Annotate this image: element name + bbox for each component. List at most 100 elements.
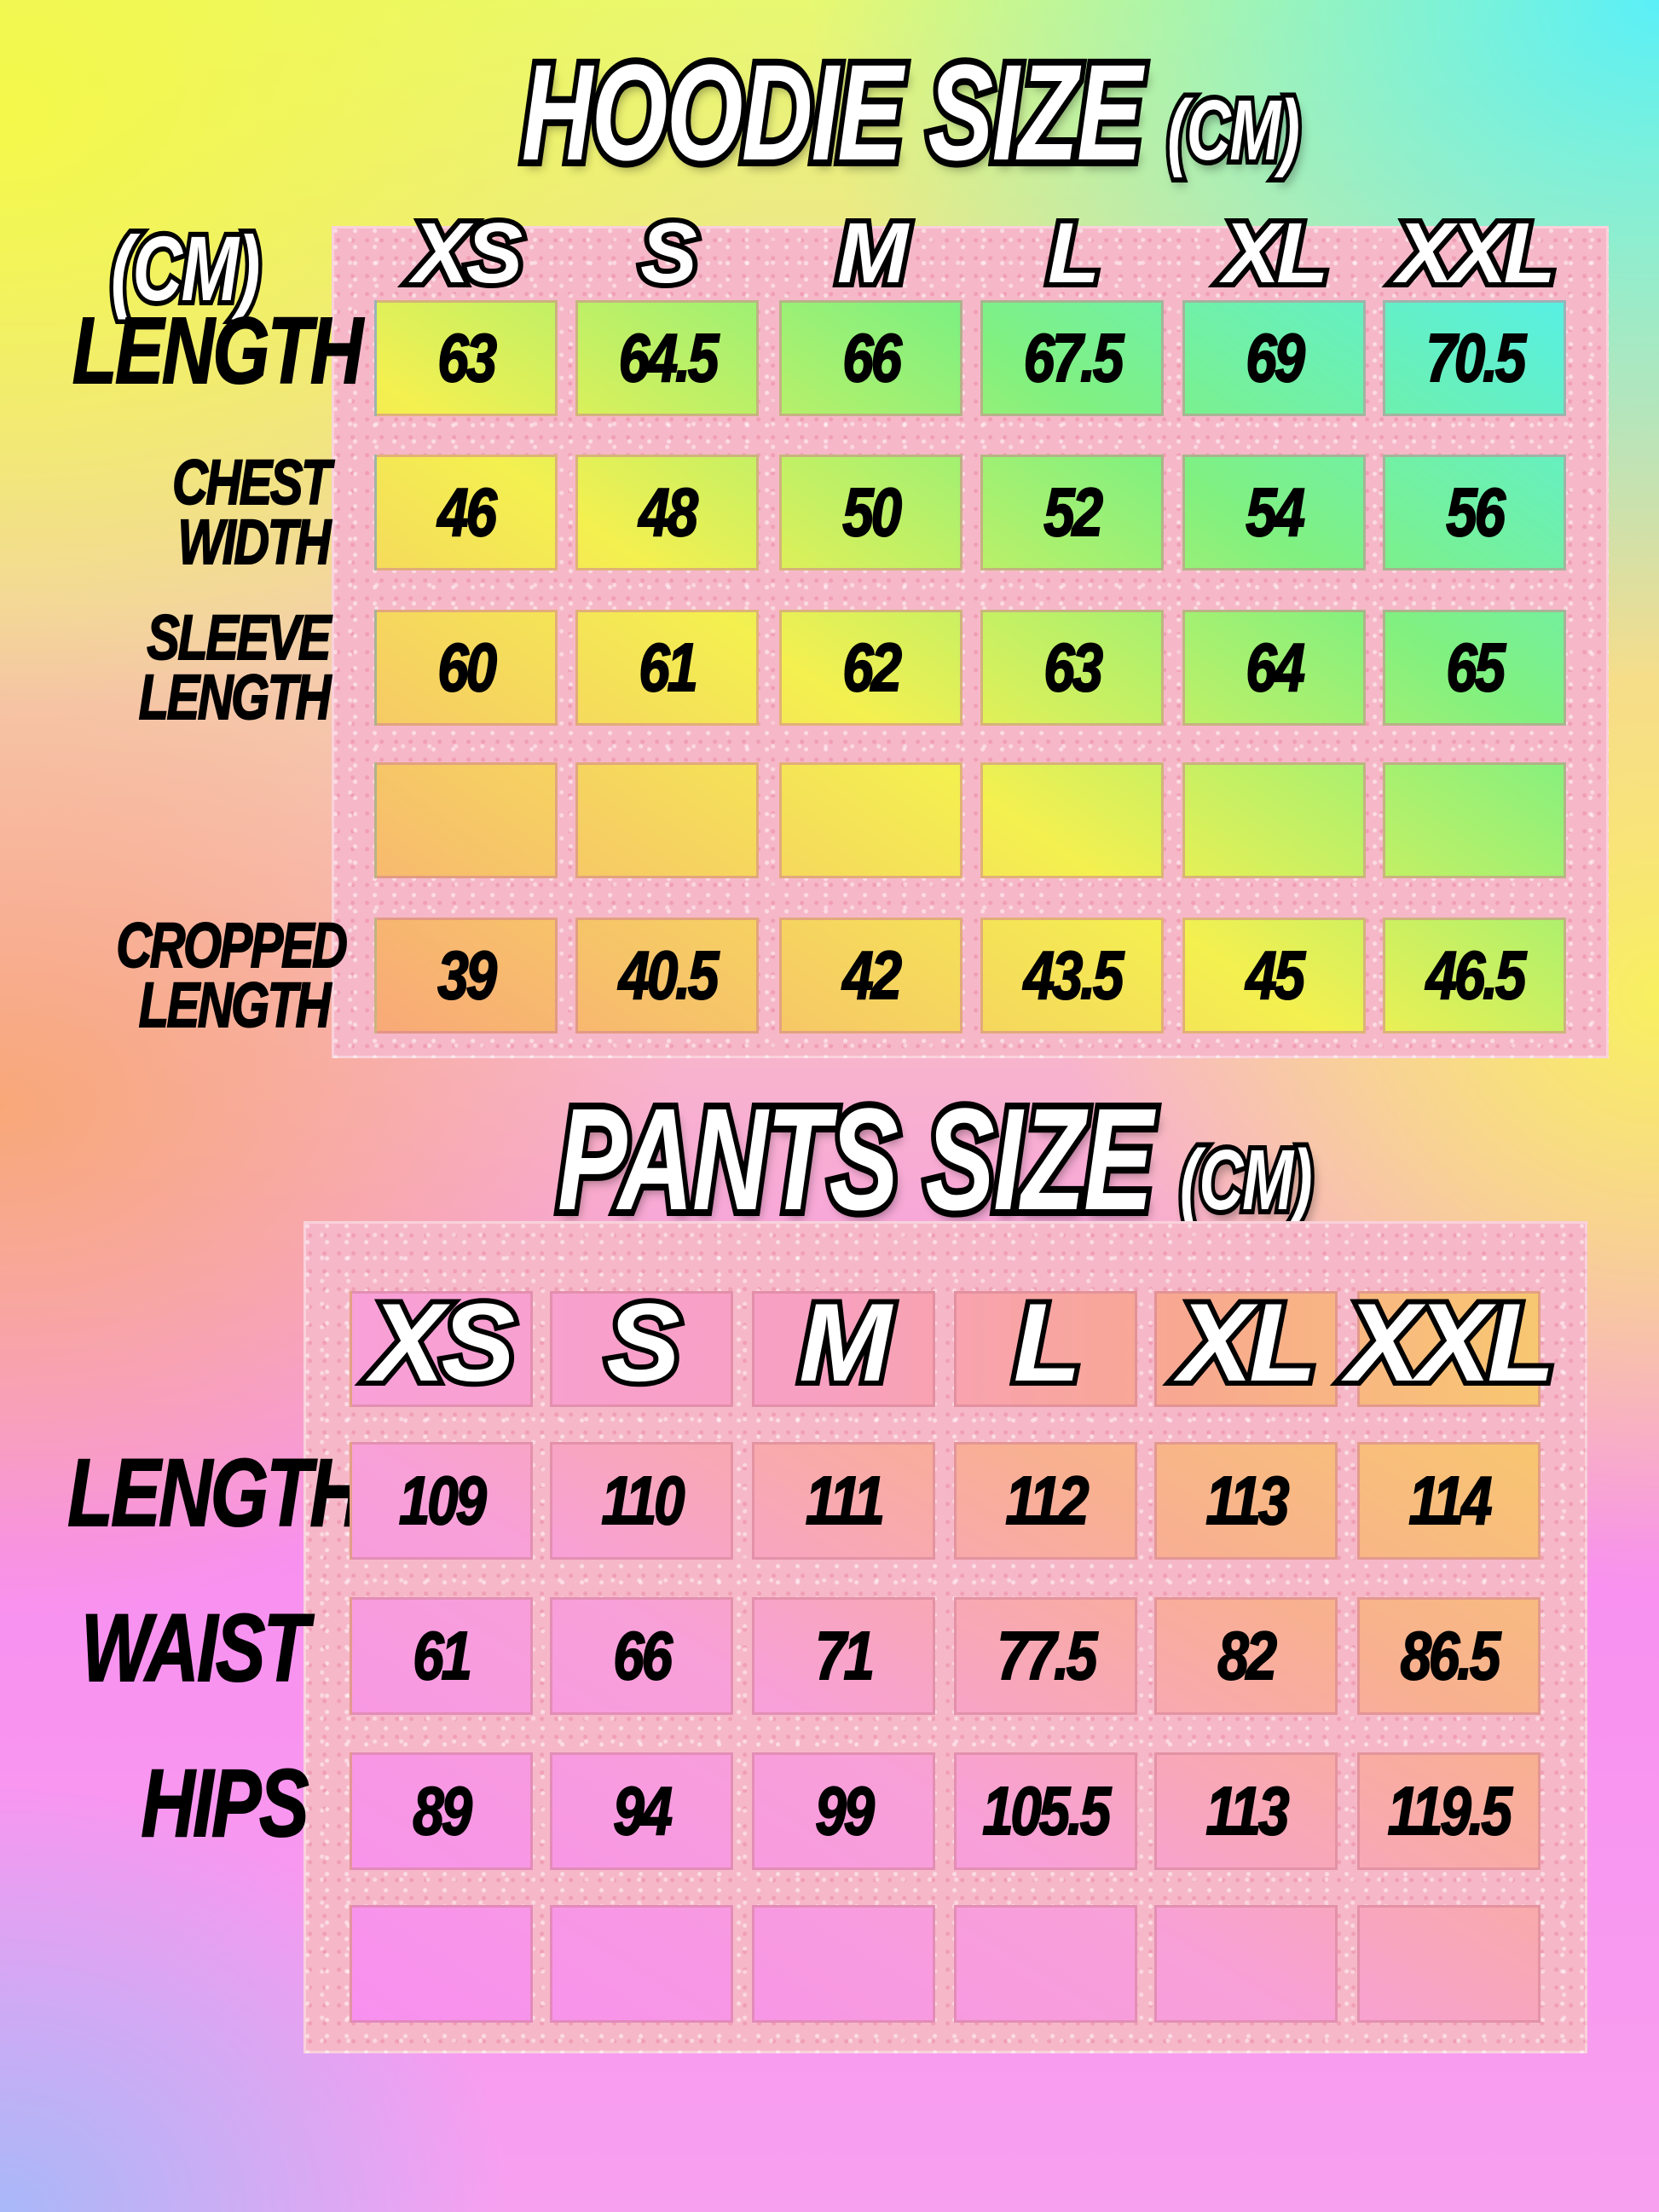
pants-value-cell — [1154, 1905, 1338, 2023]
hoodie-value: 46.5 — [1425, 936, 1526, 1014]
pants-value: 71 — [814, 1617, 875, 1694]
pants-size-header-cell — [550, 1291, 733, 1407]
hoodie-size-header: XXL — [1391, 200, 1560, 306]
pants-row-label: HIPS — [141, 1750, 309, 1857]
hoodie-value-cell: 63 — [980, 610, 1164, 726]
hoodie-value-cell: 64 — [1182, 610, 1366, 726]
pants-value-cell — [350, 1905, 533, 2023]
hoodie-value: 42 — [841, 936, 902, 1014]
hoodie-size-header: S — [635, 200, 702, 306]
hoodie-size-header: M — [832, 200, 913, 306]
hoodie-value-cell — [779, 762, 962, 878]
hoodie-value: 67.5 — [1022, 319, 1124, 397]
hoodie-value: 56 — [1445, 473, 1506, 551]
pants-row-label: WAIST — [80, 1595, 309, 1702]
pants-value: 111 — [805, 1462, 886, 1539]
hoodie-value: 54 — [1245, 473, 1305, 551]
pants-value-cell: 77.5 — [954, 1597, 1137, 1715]
pants-value-cell: 89 — [350, 1752, 533, 1870]
hoodie-value: 64 — [1245, 628, 1305, 706]
hoodie-value-cell: 39 — [374, 918, 558, 1034]
pants-size-header: XL — [1173, 1275, 1321, 1410]
hoodie-value-cell: 67.5 — [980, 300, 1164, 416]
hoodie-value-cell: 52 — [980, 455, 1164, 570]
pants-value-cell: 119.5 — [1357, 1752, 1540, 1870]
hoodie-value-cell: 69 — [1182, 300, 1366, 416]
pants-value: 113 — [1205, 1462, 1290, 1539]
hoodie-value: 65 — [1445, 628, 1506, 706]
pants-value-cell: 109 — [350, 1442, 533, 1560]
hoodie-value-cell — [374, 762, 558, 878]
pants-value-cell: 105.5 — [954, 1752, 1137, 1870]
hoodie-row-label: SLEEVE LENGTH — [138, 601, 332, 733]
pants-value-cell: 110 — [550, 1442, 733, 1560]
hoodie-value-cell: 64.5 — [575, 300, 759, 416]
hoodie-row-label: LENGTH — [72, 298, 364, 403]
hoodie-value-cell: 46 — [374, 455, 558, 570]
pants-value: 113 — [1205, 1772, 1290, 1850]
hoodie-value: 40.5 — [617, 936, 719, 1014]
hoodie-value: 69 — [1245, 319, 1305, 397]
hoodie-value-cell: 54 — [1182, 455, 1366, 570]
hoodie-title-text: HOODIE SIZE — [517, 29, 1147, 195]
pants-size-header: M — [794, 1275, 896, 1410]
hoodie-value-cell: 42 — [779, 918, 962, 1034]
pants-value-cell: 71 — [752, 1597, 935, 1715]
hoodie-row-label: CHEST WIDTH — [171, 446, 332, 577]
pants-value: 77.5 — [996, 1617, 1097, 1694]
hoodie-value-cell: 43.5 — [980, 918, 1164, 1034]
pants-value-cell — [954, 1905, 1137, 2023]
pants-value: 94 — [612, 1772, 673, 1850]
pants-value-cell: 82 — [1154, 1597, 1338, 1715]
hoodie-value-cell: 48 — [575, 455, 759, 570]
hoodie-title: HOODIE SIZE (CM) — [517, 29, 1304, 195]
pants-value: 99 — [814, 1772, 875, 1850]
hoodie-value-cell: 56 — [1383, 455, 1566, 570]
hoodie-value: 50 — [841, 473, 902, 551]
hoodie-value: 63 — [1043, 628, 1103, 706]
hoodie-title-unit: (CM) — [1164, 78, 1304, 183]
pants-value: 89 — [412, 1772, 472, 1850]
pants-value-cell: 113 — [1154, 1752, 1338, 1870]
hoodie-value-cell: 62 — [779, 610, 962, 726]
pants-value-cell: 99 — [752, 1752, 935, 1870]
hoodie-size-header: XL — [1218, 200, 1334, 306]
pants-value-cell: 61 — [350, 1597, 533, 1715]
pants-value: 86.5 — [1399, 1617, 1500, 1694]
hoodie-value: 48 — [638, 473, 698, 551]
pants-value: 112 — [1004, 1462, 1090, 1539]
pants-value: 110 — [600, 1462, 685, 1539]
pants-value: 114 — [1408, 1462, 1493, 1539]
pants-value: 82 — [1217, 1617, 1277, 1694]
pants-value: 109 — [398, 1462, 488, 1539]
pants-value-cell — [1357, 1905, 1540, 2023]
hoodie-value-cell — [575, 762, 759, 878]
hoodie-value: 63 — [436, 319, 497, 397]
pants-size-header-cell — [350, 1291, 533, 1407]
hoodie-value: 64.5 — [617, 319, 719, 397]
pants-size-header: XS — [366, 1275, 520, 1410]
pants-row-label: LENGTH — [66, 1439, 364, 1547]
hoodie-value: 52 — [1043, 473, 1103, 551]
hoodie-value: 66 — [841, 319, 902, 397]
pants-size-header: L — [1009, 1275, 1086, 1410]
pants-size-header-cell — [1357, 1291, 1540, 1407]
pants-title-text: PANTS SIZE — [552, 1072, 1158, 1248]
hoodie-value-cell: 46.5 — [1383, 918, 1566, 1034]
pants-size-header: XXL — [1341, 1275, 1560, 1410]
hoodie-value-cell: 70.5 — [1383, 300, 1566, 416]
hoodie-value: 60 — [436, 628, 497, 706]
pants-value-cell: 86.5 — [1357, 1597, 1540, 1715]
hoodie-value: 62 — [841, 628, 902, 706]
hoodie-value-cell: 61 — [575, 610, 759, 726]
hoodie-value: 46 — [436, 473, 497, 551]
hoodie-value: 43.5 — [1022, 936, 1124, 1014]
pants-value: 61 — [412, 1617, 472, 1694]
hoodie-value-cell: 45 — [1182, 918, 1366, 1034]
hoodie-value-cell: 66 — [779, 300, 962, 416]
hoodie-value: 39 — [436, 936, 497, 1014]
hoodie-value-cell: 40.5 — [575, 918, 759, 1034]
pants-title: PANTS SIZE (CM) — [552, 1072, 1316, 1248]
pants-value-cell: 113 — [1154, 1442, 1338, 1560]
hoodie-value: 45 — [1245, 936, 1305, 1014]
